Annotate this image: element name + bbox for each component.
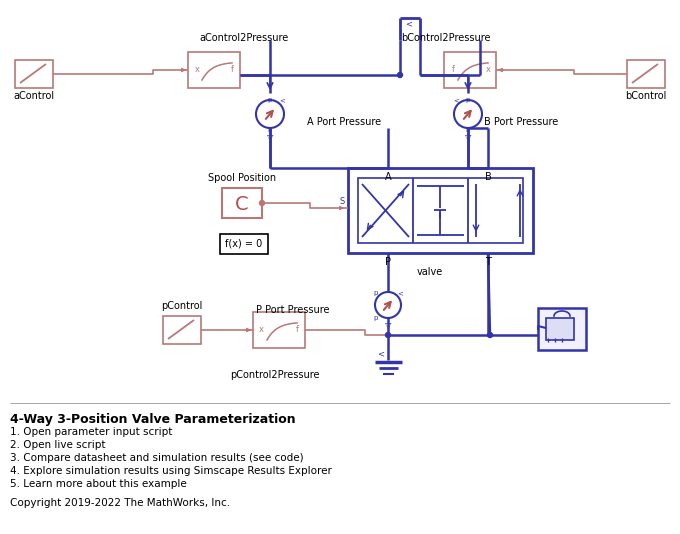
Text: p: p: [268, 97, 272, 103]
Text: <: <: [397, 290, 403, 296]
Bar: [546, 318, 574, 340]
Text: B Port Pressure: B Port Pressure: [484, 117, 558, 127]
Text: <: <: [453, 97, 459, 103]
Circle shape: [260, 200, 265, 206]
Text: 5. Learn more about this example: 5. Learn more about this example: [10, 479, 187, 489]
Text: S: S: [339, 198, 345, 207]
Circle shape: [386, 333, 390, 337]
Text: P Port Pressure: P Port Pressure: [256, 305, 330, 315]
Text: B: B: [485, 172, 492, 182]
Text: 2. Open live script: 2. Open live script: [10, 440, 105, 450]
Text: x: x: [194, 66, 199, 75]
Bar: [163, 316, 201, 344]
Text: <: <: [279, 97, 285, 103]
Text: p: p: [374, 315, 378, 321]
Circle shape: [454, 100, 482, 128]
Text: ▽: ▽: [267, 132, 273, 142]
Text: p: p: [374, 290, 378, 296]
Bar: [188, 52, 240, 88]
Text: valve: valve: [417, 267, 443, 277]
Text: ▽: ▽: [464, 132, 471, 142]
Text: <: <: [377, 349, 384, 358]
Text: f: f: [452, 66, 454, 75]
Circle shape: [256, 100, 284, 128]
Text: f: f: [296, 326, 299, 334]
Text: A Port Pressure: A Port Pressure: [307, 117, 381, 127]
Bar: [627, 60, 665, 88]
Bar: [222, 188, 262, 218]
Text: <: <: [405, 20, 413, 28]
Text: x: x: [486, 66, 490, 75]
Text: bControl: bControl: [626, 91, 666, 101]
Text: 4. Explore simulation results using Simscape Results Explorer: 4. Explore simulation results using Sims…: [10, 466, 332, 476]
Bar: [15, 60, 53, 88]
Text: p: p: [466, 126, 470, 132]
Text: 1. Open parameter input script: 1. Open parameter input script: [10, 427, 172, 437]
Circle shape: [375, 292, 401, 318]
Text: bControl2Pressure: bControl2Pressure: [401, 33, 491, 43]
Text: x: x: [258, 326, 264, 334]
Text: Copyright 2019-2022 The MathWorks, Inc.: Copyright 2019-2022 The MathWorks, Inc.: [10, 498, 230, 508]
Text: aControl: aControl: [14, 91, 54, 101]
Text: C: C: [235, 194, 249, 214]
Text: aControl2Pressure: aControl2Pressure: [199, 33, 288, 43]
Bar: [253, 312, 305, 348]
Bar: [358, 178, 523, 243]
Text: 3. Compare datasheet and simulation results (see code): 3. Compare datasheet and simulation resu…: [10, 453, 304, 463]
Text: Spool Position: Spool Position: [208, 173, 276, 183]
Text: pControl2Pressure: pControl2Pressure: [231, 370, 320, 380]
Text: A: A: [385, 172, 391, 182]
Bar: [220, 234, 268, 254]
Circle shape: [488, 333, 492, 337]
Text: pControl: pControl: [161, 301, 203, 311]
Text: 4-Way 3-Position Valve Parameterization: 4-Way 3-Position Valve Parameterization: [10, 413, 296, 426]
Text: T: T: [485, 257, 491, 267]
Text: p: p: [466, 97, 470, 103]
Circle shape: [398, 73, 403, 77]
Bar: [348, 168, 533, 253]
Text: ▽: ▽: [385, 320, 391, 329]
Text: f: f: [231, 66, 233, 75]
Text: f(x) = 0: f(x) = 0: [225, 239, 262, 249]
Text: p: p: [268, 126, 272, 132]
Text: P: P: [385, 257, 391, 267]
Bar: [444, 52, 496, 88]
Bar: [538, 308, 586, 350]
